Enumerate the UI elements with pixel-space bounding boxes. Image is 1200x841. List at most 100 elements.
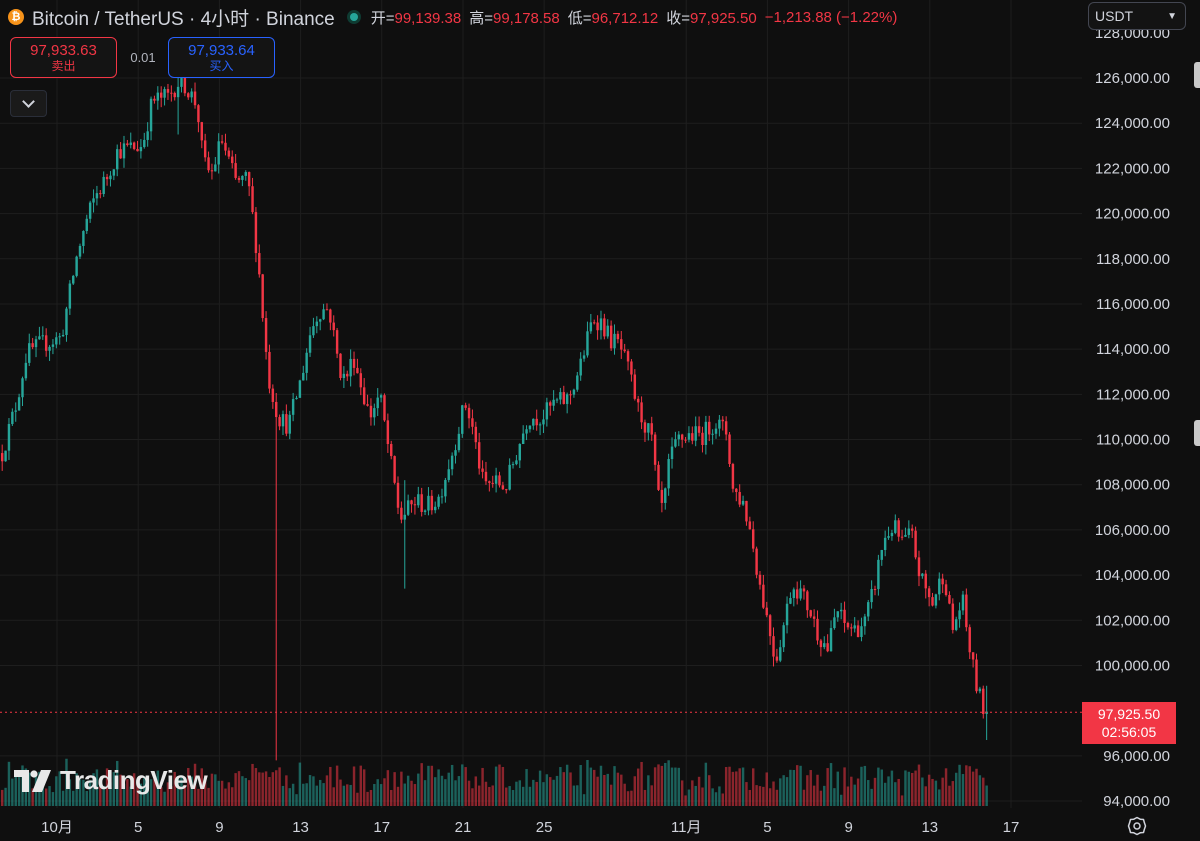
candle-body — [31, 343, 34, 348]
sell-button[interactable]: 97,933.63 卖出 — [10, 37, 117, 78]
price-axis-bg — [1082, 0, 1200, 841]
candle-body — [704, 421, 708, 446]
candle-body — [555, 399, 559, 401]
candle-body — [924, 573, 927, 589]
candle-body — [982, 688, 985, 714]
price-scale-handle-mid[interactable] — [1194, 420, 1200, 446]
candle-body — [55, 337, 58, 345]
volume-bar — [562, 772, 565, 806]
volume-bar — [944, 768, 948, 806]
candle-body — [751, 529, 755, 549]
buy-button[interactable]: 97,933.64 买入 — [168, 37, 275, 78]
volume-bar — [816, 774, 819, 806]
candle-body — [193, 91, 197, 106]
candle-body — [149, 98, 153, 132]
volume-bar — [156, 770, 160, 806]
volume-bar — [302, 783, 305, 806]
candle-body — [241, 175, 244, 180]
y-tick-label: 100,000.00 — [1095, 657, 1170, 674]
volume-bar — [75, 773, 78, 806]
candle-body — [146, 131, 149, 140]
volume-bar — [751, 768, 755, 806]
volume-bar — [444, 779, 447, 806]
volume-bar — [295, 794, 298, 806]
volume-bar — [82, 779, 85, 806]
candle-body — [961, 594, 965, 611]
candle-body — [850, 627, 853, 629]
candle-body — [417, 494, 420, 506]
volume-bar — [576, 785, 579, 806]
collapse-toggle-button[interactable] — [10, 90, 47, 117]
volume-bar — [643, 789, 647, 806]
volume-bar — [102, 785, 105, 806]
volume-bar — [484, 781, 488, 806]
volume-bar — [210, 773, 214, 806]
candle-body — [467, 407, 471, 419]
tradingview-logo[interactable]: TradingView — [14, 765, 208, 796]
volume-bar — [833, 788, 836, 806]
volume-bar — [968, 766, 971, 806]
candle-body — [941, 578, 944, 585]
volume-bar — [630, 790, 633, 806]
volume-bar — [207, 787, 210, 806]
volume-bar — [180, 777, 183, 806]
candle-body — [102, 176, 105, 194]
candle-body — [586, 331, 589, 356]
volume-bar — [958, 764, 961, 806]
candlesticks — [0, 64, 988, 761]
candle-body — [75, 256, 78, 276]
volume-bar — [352, 766, 356, 806]
volume-bar — [779, 778, 782, 806]
candle-body — [880, 550, 883, 560]
candle-body — [420, 494, 423, 512]
candle-body — [664, 488, 667, 503]
volume-bar — [78, 779, 82, 806]
volume-bar — [870, 788, 873, 806]
candle-body — [268, 351, 271, 389]
candle-body — [359, 373, 363, 388]
candle-body — [741, 500, 745, 505]
candle-body — [735, 488, 738, 493]
volume-bar — [312, 776, 315, 806]
candle-body — [938, 578, 941, 595]
candle-body — [650, 423, 653, 435]
candle-body — [366, 404, 369, 406]
x-tick-label: 9 — [844, 819, 852, 836]
price-scale-handle-top[interactable] — [1194, 62, 1200, 88]
volume-bar — [823, 785, 826, 806]
volume-bar — [403, 783, 406, 806]
symbol-title[interactable]: Bitcoin / TetherUS · 4小时 · Binance — [32, 8, 335, 30]
volume-bar — [400, 771, 403, 806]
candle-body — [755, 548, 758, 575]
y-tick-label: 110,000.00 — [1096, 432, 1170, 449]
currency-value: USDT — [1095, 8, 1134, 24]
candle-body — [498, 475, 501, 486]
volume-bar — [7, 761, 11, 806]
candle-body — [34, 339, 38, 348]
candle-body — [538, 424, 542, 426]
candle-body — [873, 589, 877, 591]
volume-bar — [406, 775, 410, 806]
candle-body — [958, 610, 961, 620]
volume-bar — [907, 771, 911, 806]
volume-bar — [122, 783, 126, 806]
volume-bar — [477, 785, 481, 806]
volume-bar — [115, 760, 119, 806]
volume-bar — [772, 781, 775, 806]
currency-select[interactable]: USDT ▼ — [1088, 2, 1186, 30]
volume-bar — [701, 787, 704, 806]
volume-bar — [508, 786, 511, 806]
volume-bar — [51, 792, 55, 806]
candle-body — [214, 164, 217, 172]
candle-body — [312, 326, 315, 336]
candle-body — [674, 439, 677, 447]
candle-body — [305, 352, 308, 373]
candle-body — [217, 141, 220, 165]
candle-body — [295, 397, 298, 400]
candle-body — [105, 176, 109, 180]
candle-body — [505, 489, 508, 491]
volume-bar — [670, 767, 674, 806]
volume-bar — [369, 790, 373, 806]
gear-icon[interactable] — [1127, 816, 1147, 836]
